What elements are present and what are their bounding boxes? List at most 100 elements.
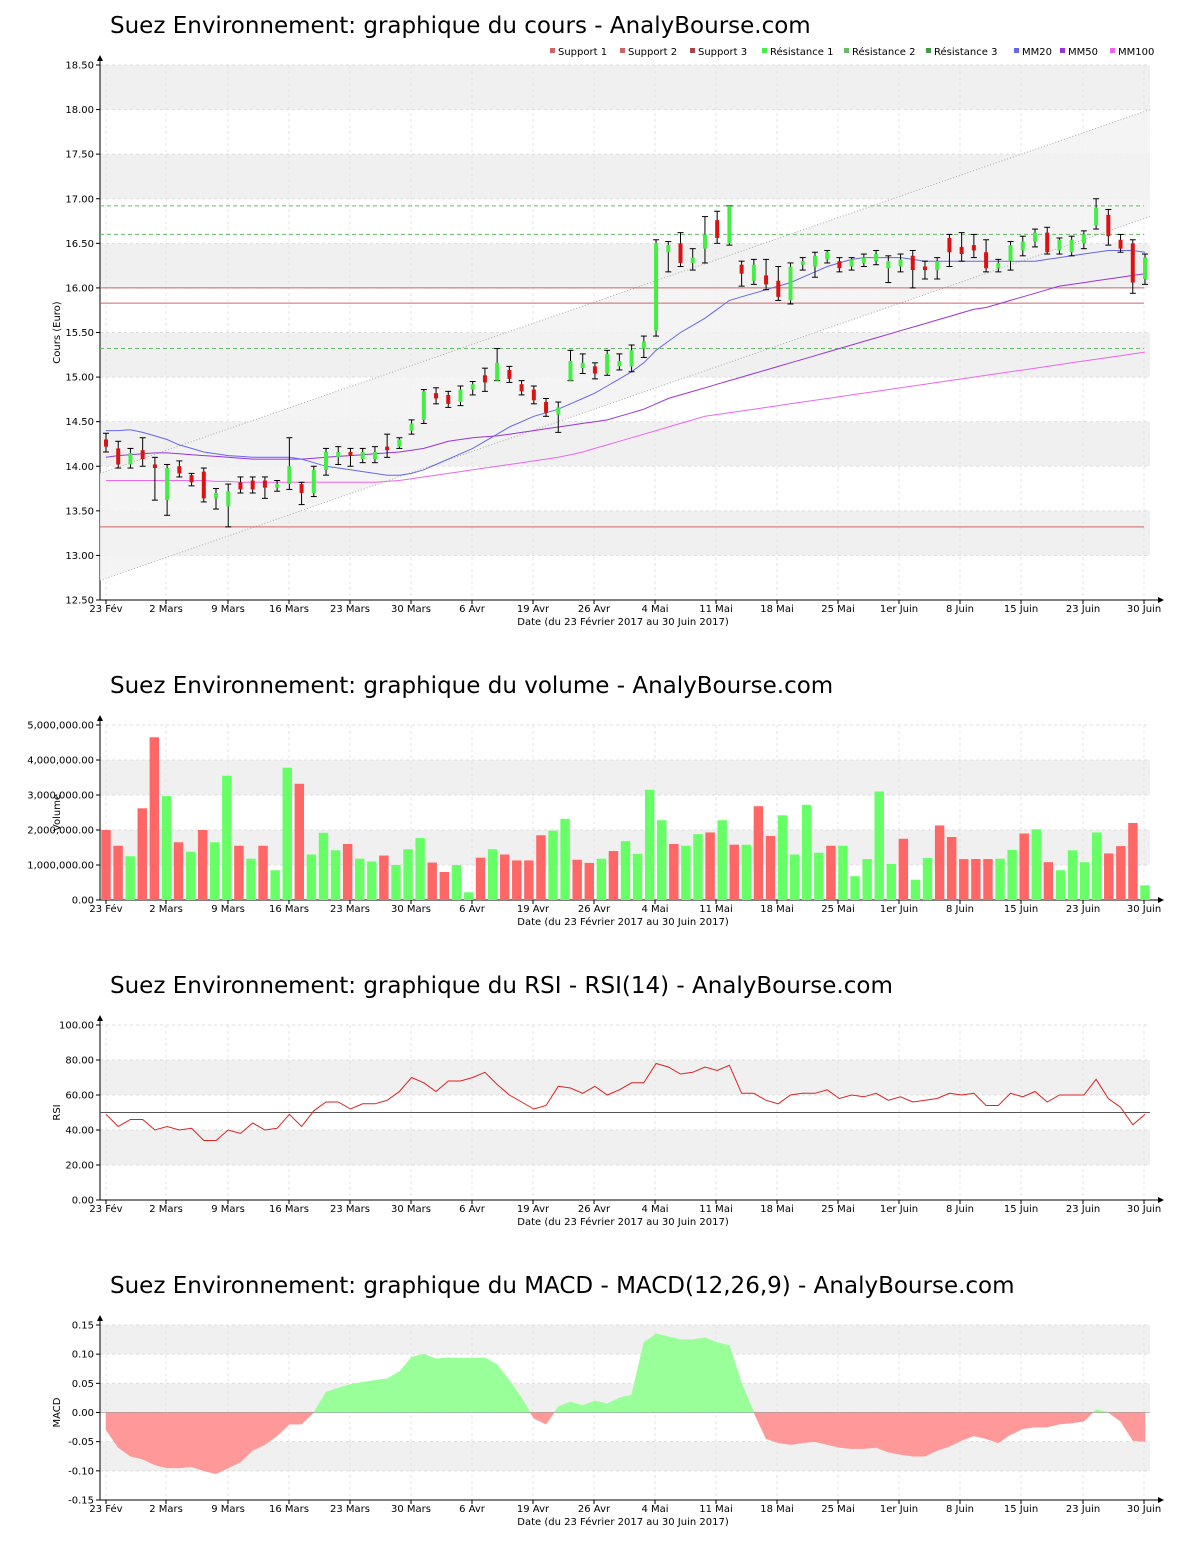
volume-bar [657, 820, 667, 900]
candle-body [238, 482, 243, 490]
y-axis-arrow [97, 1015, 103, 1021]
grid-band [100, 725, 1150, 760]
legend-label: MM20 [1022, 47, 1052, 58]
volume-bar [560, 818, 570, 900]
x-tick-label: 23 Fév [89, 1503, 122, 1515]
candle-body [1106, 214, 1111, 237]
x-tick-label: 23 Mars [330, 604, 370, 615]
x-tick-label: 15 Juin [1004, 604, 1038, 615]
x-axis-title: Date (du 23 Février 2017 au 30 Juin 2017… [517, 916, 729, 928]
candle [640, 335, 647, 358]
x-tick-label: 30 Juin [1127, 904, 1161, 915]
candle-body [507, 369, 512, 379]
legend-label: Support 3 [698, 47, 747, 58]
candle [188, 472, 195, 487]
candle [127, 447, 134, 469]
x-tick-label: 23 Fév [89, 903, 122, 915]
x-tick-label: 4 Mai [641, 1504, 668, 1515]
volume-bar [644, 789, 655, 900]
x-tick-label: 23 Fév [89, 603, 122, 615]
candle [1044, 226, 1051, 255]
candle-body [641, 341, 646, 349]
candle [579, 353, 586, 375]
volume-bars [101, 737, 1150, 900]
candle-body [788, 266, 793, 301]
y-axis-arrow [97, 55, 103, 61]
candle-body [568, 361, 573, 381]
candle [457, 385, 464, 407]
candle-body [177, 466, 182, 474]
y-tick-label: 17.50 [65, 150, 94, 161]
candle [347, 447, 354, 467]
candle [799, 257, 806, 271]
volume-bar [487, 849, 498, 900]
volume-bar [318, 832, 329, 900]
volume-bar [681, 845, 691, 900]
candle [958, 232, 965, 262]
x-tick-label: 19 Avr [517, 604, 550, 615]
x-tick-label: 26 Avr [578, 604, 611, 615]
grid-band [100, 1025, 1150, 1060]
candle [164, 463, 171, 516]
volume-bar [717, 820, 727, 900]
candle [604, 349, 611, 376]
candle [518, 380, 525, 396]
candle-body [348, 451, 353, 456]
x-tick-label: 30 Mars [391, 904, 431, 915]
legend-swatch [550, 48, 555, 53]
candle [873, 249, 880, 266]
volume-bar [161, 796, 172, 900]
chart-title: Suez Environnement: graphique du RSI - R… [110, 973, 893, 999]
y-tick-label: 60.00 [65, 1091, 94, 1102]
mm20-line [106, 250, 1146, 476]
volume-bar [922, 858, 933, 900]
candle [323, 447, 330, 476]
volume-bar [258, 845, 268, 900]
candle-body [446, 394, 451, 404]
candle-body [984, 252, 989, 269]
x-axis-title: Date (du 23 Février 2017 au 30 Juin 2017… [517, 1216, 729, 1228]
legend-item: MM20 [1014, 47, 1052, 58]
candle [995, 258, 1002, 273]
y-tick-label: 17.00 [65, 194, 94, 205]
x-tick-label: 9 Mars [211, 604, 245, 615]
volume-bar [1019, 833, 1029, 900]
candle [261, 476, 268, 499]
candle [555, 401, 562, 433]
candle-body [544, 402, 549, 413]
x-tick-label: 4 Mai [641, 604, 668, 615]
volume-bar [572, 859, 582, 900]
candle-body [226, 491, 231, 507]
y-tick-label: -0.05 [68, 1437, 94, 1448]
candle [946, 233, 953, 268]
y-tick-label: 18.50 [65, 61, 94, 72]
candle-body [812, 255, 817, 267]
candle-body [947, 237, 952, 253]
volume-bar [620, 841, 631, 900]
macd-positive-area [313, 1333, 1109, 1413]
candle-body [299, 484, 304, 493]
candle-body [886, 261, 891, 269]
candle-body [275, 484, 280, 488]
x-tick-label: 23 Mars [330, 1204, 370, 1215]
volume-bar [234, 845, 244, 900]
legend-swatch [1014, 48, 1019, 53]
candle-body [201, 471, 206, 499]
x-tick-label: 18 Mai [760, 604, 793, 615]
candle [494, 348, 501, 382]
candle [750, 258, 757, 285]
candle-body [434, 393, 439, 399]
candle-body [519, 384, 524, 392]
candle-body [1143, 257, 1147, 279]
candle-body [751, 264, 756, 281]
candle-body [128, 452, 133, 465]
x-tick-label: 25 Mai [821, 1504, 854, 1515]
volume-bar [1140, 885, 1150, 900]
volume-bar [246, 858, 256, 900]
volume-bar [197, 830, 208, 900]
candle-body [495, 362, 500, 381]
legend-label: Résistance 2 [852, 46, 915, 58]
x-axis-title: Date (du 23 Février 2017 au 30 Juin 2017… [517, 616, 729, 628]
candle [860, 253, 867, 268]
x-axis-arrow [1158, 1497, 1164, 1503]
